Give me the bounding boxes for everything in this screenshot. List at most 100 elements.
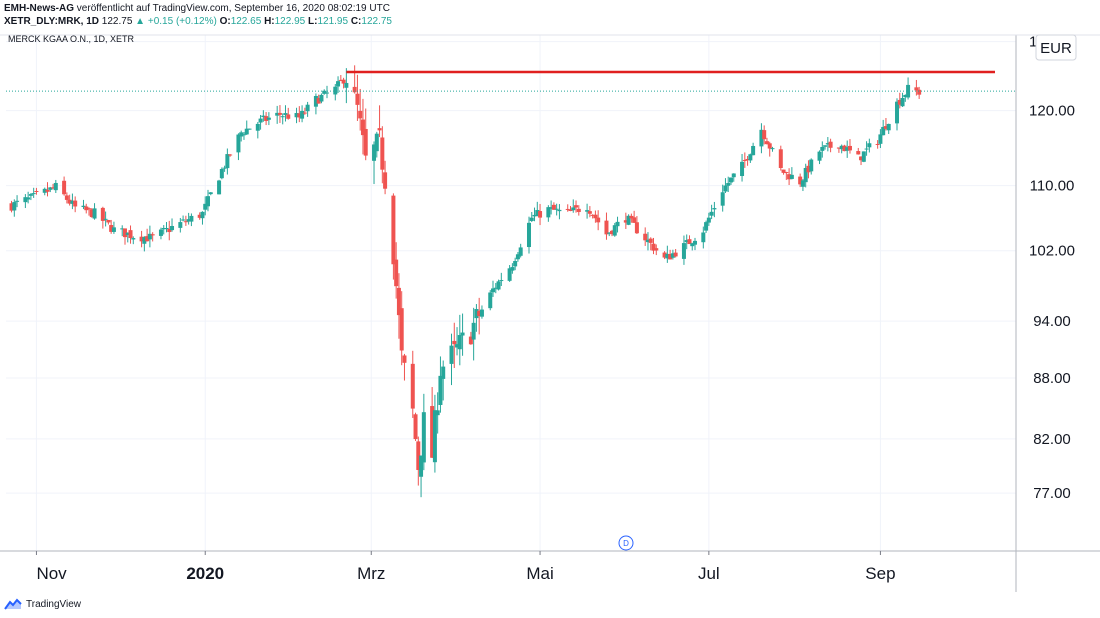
candle	[457, 314, 462, 366]
candle	[643, 227, 648, 246]
candle	[623, 212, 628, 229]
candle	[684, 234, 689, 250]
candle	[751, 142, 756, 156]
candle	[181, 215, 186, 222]
candle	[275, 105, 280, 124]
open-value: 122.65	[230, 16, 262, 27]
candle	[45, 182, 50, 197]
candle	[358, 88, 363, 131]
candle	[681, 235, 686, 265]
candle	[206, 189, 210, 212]
candle	[571, 199, 576, 213]
candle	[690, 242, 695, 251]
candle	[286, 107, 291, 120]
candle	[914, 79, 919, 96]
candle	[363, 108, 368, 161]
candle	[861, 151, 866, 163]
candle	[100, 206, 105, 229]
chart-area[interactable]: 77.0082.0088.0094.00102.00110.00120.0013…	[0, 27, 1100, 592]
candle	[87, 207, 92, 216]
candle	[626, 214, 631, 226]
publisher-name: EMH-News-AG	[4, 3, 75, 14]
candle	[839, 144, 844, 154]
candle	[712, 201, 717, 218]
high-value: 122.95	[274, 16, 306, 27]
candle	[488, 290, 493, 311]
low-label: L:	[308, 16, 318, 27]
candle	[219, 167, 224, 180]
candle	[701, 226, 706, 249]
candle	[651, 237, 656, 255]
price-tick-label: 88.00	[1033, 370, 1071, 387]
candle	[120, 225, 125, 237]
candle	[241, 132, 246, 140]
price-axis[interactable]: 77.0082.0088.0094.00102.00110.00120.0013…	[1029, 34, 1075, 503]
candle	[706, 212, 711, 226]
candle	[106, 219, 111, 225]
candle	[615, 216, 620, 233]
candle	[380, 126, 385, 184]
candle	[535, 201, 540, 217]
candle	[474, 304, 479, 332]
interval-marker[interactable]: D	[618, 535, 634, 551]
candle	[704, 220, 709, 233]
candle	[208, 192, 213, 196]
candle	[903, 94, 908, 102]
tradingview-logo-icon	[4, 598, 22, 610]
candle	[612, 222, 617, 237]
candle	[798, 173, 803, 188]
candle	[396, 273, 401, 339]
candle	[402, 353, 407, 381]
candle	[529, 211, 534, 222]
candle	[416, 436, 421, 486]
candle	[377, 105, 382, 138]
candle	[217, 179, 222, 195]
candle	[26, 191, 31, 204]
candlestick-chart[interactable]: 77.0082.0088.0094.00102.00110.00120.0013…	[0, 27, 1100, 592]
candle	[728, 177, 733, 185]
footer-brand[interactable]: TradingView	[4, 598, 81, 610]
candle	[225, 148, 230, 175]
candle	[900, 92, 905, 107]
candle	[551, 202, 556, 211]
candle	[845, 140, 850, 158]
candle	[576, 205, 581, 216]
candle	[344, 68, 349, 104]
candle	[800, 179, 805, 192]
candle	[817, 150, 822, 165]
candle	[410, 350, 415, 418]
candle	[266, 112, 271, 126]
candle	[53, 179, 58, 194]
candle	[294, 107, 299, 124]
candle	[203, 196, 208, 216]
candle	[759, 123, 764, 154]
candle	[842, 144, 847, 152]
candle	[352, 65, 357, 94]
candle	[593, 210, 598, 223]
candle	[828, 138, 833, 153]
time-axis[interactable]: Nov 2020 Mrz Mai Jul Sep	[35, 551, 896, 583]
ohlc-legend: XETR_DLY:MRK, 1D 122.75 ▲ +0.15 (+0.12%)…	[4, 16, 392, 27]
interval-marker-label: D	[623, 539, 629, 548]
candle	[341, 77, 346, 89]
candle	[81, 199, 86, 210]
candle	[394, 242, 399, 299]
candle	[261, 110, 266, 122]
candle	[856, 147, 861, 155]
candle	[322, 89, 327, 95]
candle	[881, 119, 886, 136]
candle	[460, 313, 465, 356]
candle	[499, 272, 504, 286]
grid-lines	[6, 35, 1016, 551]
publish-info: EMH-News-AG veröffentlicht auf TradingVi…	[4, 3, 390, 14]
currency-badge[interactable]: EUR	[1035, 34, 1077, 61]
candle	[507, 265, 512, 282]
candle	[319, 93, 324, 104]
candle	[723, 178, 728, 194]
candle	[632, 210, 637, 223]
candle	[906, 77, 911, 100]
candle	[244, 120, 249, 135]
price-tick-label: 102.00	[1029, 243, 1075, 260]
candle	[513, 257, 518, 271]
candle	[452, 322, 457, 369]
